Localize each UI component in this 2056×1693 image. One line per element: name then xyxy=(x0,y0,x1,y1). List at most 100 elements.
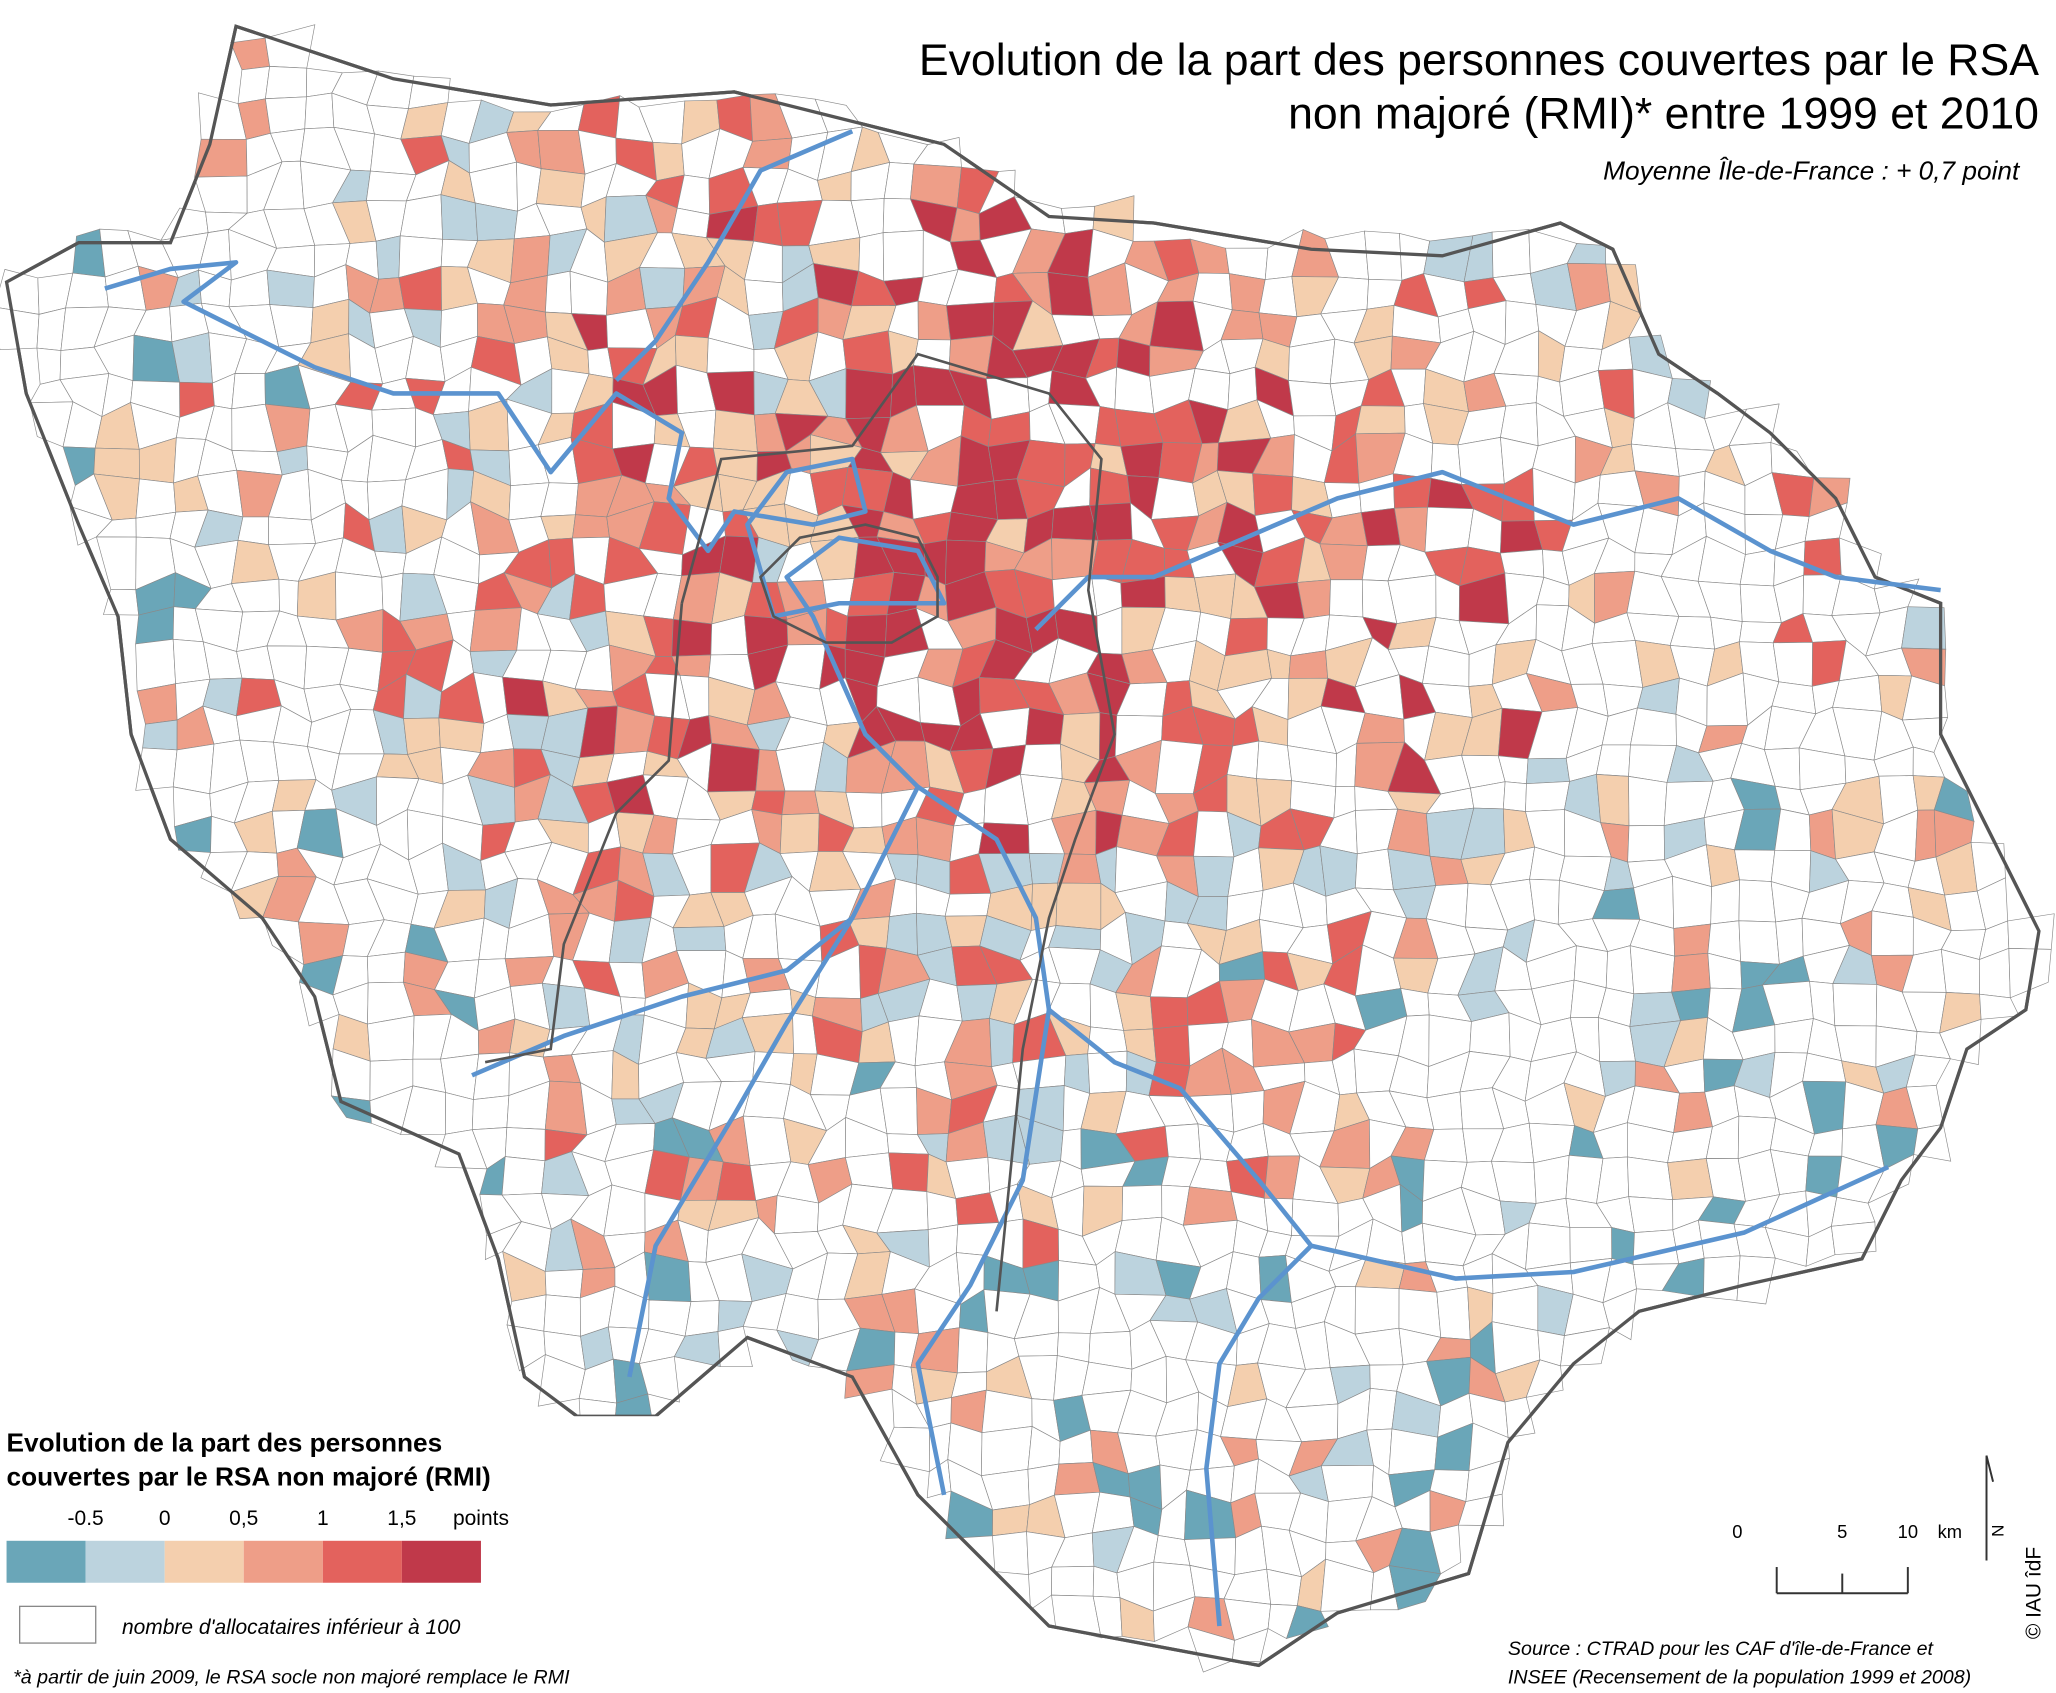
commune xyxy=(1360,507,1401,547)
commune xyxy=(1710,879,1740,925)
commune xyxy=(572,514,610,539)
commune xyxy=(1426,1091,1463,1130)
north-arrow xyxy=(1985,1455,1995,1561)
commune xyxy=(1121,1184,1163,1221)
commune xyxy=(1939,1018,1982,1066)
commune xyxy=(1533,1154,1570,1204)
commune xyxy=(1164,1123,1201,1160)
commune xyxy=(989,1017,1015,1068)
commune xyxy=(262,916,305,966)
commune xyxy=(1774,1018,1814,1054)
commune xyxy=(1832,983,1878,1027)
commune xyxy=(367,1015,415,1062)
commune xyxy=(1502,781,1527,812)
commune xyxy=(1193,855,1235,898)
legend-title: couvertes par le RSA non majoré (RMI) xyxy=(7,1462,491,1492)
commune xyxy=(1182,1186,1238,1226)
scale-label: 5 xyxy=(1837,1521,1847,1542)
commune xyxy=(1525,781,1571,812)
commune xyxy=(845,368,894,419)
commune xyxy=(1560,1327,1610,1367)
department-boundary xyxy=(680,352,1116,1312)
commune xyxy=(265,66,308,100)
commune xyxy=(544,1269,584,1299)
commune xyxy=(1051,1565,1095,1597)
commune xyxy=(510,235,551,284)
commune xyxy=(744,279,784,316)
legend-title: Evolution de la part des personnes xyxy=(7,1428,443,1458)
commune xyxy=(847,571,895,617)
commune xyxy=(1627,825,1665,863)
commune xyxy=(1231,1628,1269,1663)
commune xyxy=(917,300,951,341)
commune xyxy=(135,747,178,791)
commune xyxy=(237,516,269,546)
commune xyxy=(142,719,178,751)
commune xyxy=(944,892,992,917)
commune xyxy=(716,1161,757,1201)
commune xyxy=(1364,230,1403,281)
commune xyxy=(707,742,760,793)
commune xyxy=(1734,849,1776,882)
commune xyxy=(1288,380,1337,417)
commune xyxy=(1355,405,1406,435)
legend-swatch xyxy=(243,1540,323,1583)
river-marne xyxy=(1034,469,1941,632)
region xyxy=(0,24,2055,1673)
commune xyxy=(992,1531,1029,1575)
commune xyxy=(1605,945,1635,995)
commune xyxy=(1286,1605,1329,1640)
commune xyxy=(1120,441,1164,478)
legend-tick-label: 0,5 xyxy=(229,1507,258,1530)
commune xyxy=(946,302,995,341)
commune xyxy=(1569,1227,1613,1264)
commune xyxy=(1529,878,1560,925)
commune xyxy=(1149,996,1189,1030)
commune xyxy=(845,1152,894,1190)
commune xyxy=(0,307,40,350)
commune xyxy=(537,130,586,175)
commune xyxy=(1667,1158,1714,1201)
commune xyxy=(1628,1196,1674,1233)
commune xyxy=(1366,1387,1398,1431)
commune xyxy=(399,194,443,240)
commune xyxy=(1087,1026,1128,1055)
scale-unit: km xyxy=(1938,1521,1962,1542)
commune xyxy=(330,1095,372,1124)
commune xyxy=(545,270,572,314)
commune xyxy=(1525,1222,1571,1270)
subtitle: Moyenne Île-de-France : + 0,7 point xyxy=(1603,156,2021,186)
legend-tick-label: 0 xyxy=(159,1507,171,1530)
commune xyxy=(1671,952,1711,993)
commune xyxy=(882,230,924,282)
source: Source : CTRAD pour les CAF d'île-de-Fra… xyxy=(1508,1638,1935,1660)
commune xyxy=(304,92,335,130)
commune xyxy=(1091,1491,1135,1534)
commune xyxy=(171,332,213,384)
commune xyxy=(1436,1286,1471,1341)
commune xyxy=(268,516,316,546)
region-border xyxy=(4,24,2041,1668)
north-label: N xyxy=(1989,1525,2008,1537)
commune xyxy=(1152,1024,1191,1067)
commune xyxy=(1320,1465,1374,1502)
commune xyxy=(172,743,215,795)
commune xyxy=(1871,910,1914,956)
commune xyxy=(1387,574,1437,624)
title-line: Evolution de la part des personnes couve… xyxy=(919,36,2039,85)
river-essonne xyxy=(915,1009,1052,1496)
copyright: © IAU îdF xyxy=(2022,1547,2045,1639)
commune xyxy=(438,717,485,754)
commune xyxy=(1047,271,1094,317)
commune xyxy=(1770,442,1815,479)
commune xyxy=(502,676,550,717)
commune xyxy=(1457,436,1505,485)
commune xyxy=(1627,1156,1674,1201)
commune xyxy=(504,1127,546,1162)
legend-swatch xyxy=(85,1540,165,1583)
river-yonne-loing xyxy=(1204,1244,1313,1627)
legend-swatch xyxy=(164,1540,244,1583)
legend-no-data-label: nombre d'allocataires inférieur à 100 xyxy=(122,1616,461,1639)
